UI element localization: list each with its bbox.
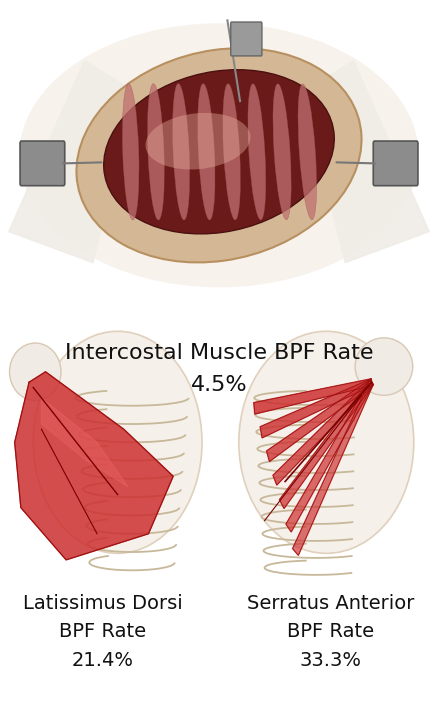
Polygon shape	[267, 379, 372, 462]
Ellipse shape	[19, 23, 419, 287]
Ellipse shape	[122, 83, 139, 220]
Polygon shape	[254, 379, 372, 414]
Polygon shape	[293, 381, 373, 556]
Text: 21.4%: 21.4%	[72, 651, 134, 669]
Text: Serratus Anterior: Serratus Anterior	[247, 594, 414, 613]
Ellipse shape	[33, 331, 202, 554]
Ellipse shape	[298, 84, 317, 220]
Ellipse shape	[77, 48, 361, 263]
Text: Intercostal Muscle BPF Rate: Intercostal Muscle BPF Rate	[65, 343, 373, 363]
Polygon shape	[14, 372, 173, 560]
Ellipse shape	[145, 113, 251, 169]
Polygon shape	[260, 379, 372, 438]
Text: 33.3%: 33.3%	[300, 651, 362, 669]
Text: BPF Rate: BPF Rate	[287, 623, 374, 641]
Ellipse shape	[10, 343, 61, 400]
Text: Latissimus Dorsi: Latissimus Dorsi	[23, 594, 183, 613]
FancyBboxPatch shape	[20, 141, 65, 186]
Ellipse shape	[355, 337, 413, 395]
Polygon shape	[303, 61, 429, 263]
Ellipse shape	[173, 83, 190, 220]
Text: BPF Rate: BPF Rate	[60, 623, 146, 641]
Ellipse shape	[248, 84, 266, 220]
FancyBboxPatch shape	[231, 22, 262, 56]
Ellipse shape	[198, 83, 215, 220]
Polygon shape	[286, 380, 373, 532]
Text: 4.5%: 4.5%	[191, 375, 247, 395]
Ellipse shape	[104, 70, 334, 234]
FancyBboxPatch shape	[373, 141, 418, 186]
Ellipse shape	[148, 83, 164, 220]
Ellipse shape	[273, 84, 291, 220]
Ellipse shape	[239, 331, 414, 554]
Ellipse shape	[223, 84, 240, 220]
Polygon shape	[279, 380, 373, 508]
Polygon shape	[273, 379, 373, 485]
Polygon shape	[42, 398, 128, 486]
Polygon shape	[9, 61, 135, 263]
